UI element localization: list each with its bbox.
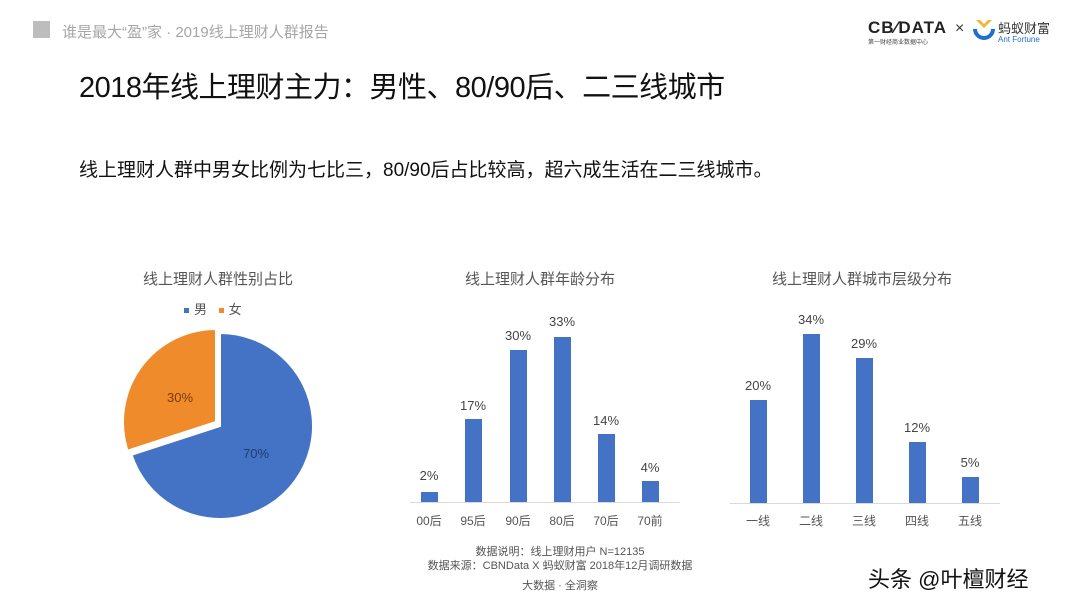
age-category-70: 70后 — [593, 514, 619, 528]
age-category-00: 00后 — [416, 514, 442, 528]
legend-swatch-female — [218, 308, 224, 314]
ant-fortune-logo-cn: 蚂蚁财富 — [998, 21, 1051, 36]
city-bar-tier3 — [856, 358, 873, 503]
age-value-90: 30% — [504, 328, 532, 343]
age-bar-70 — [598, 434, 615, 502]
age-category-95: 95后 — [460, 514, 486, 528]
report-title: 谁是最大“盈”家 · 2019线上理财人群报告 — [62, 24, 329, 41]
age-value-00: 2% — [419, 468, 439, 483]
pie-label-male: 70% — [242, 446, 270, 461]
city-value-tier1: 20% — [744, 378, 772, 393]
city-bar-tier1 — [750, 400, 767, 503]
age-chart-axis — [410, 502, 680, 503]
city-category-tier5: 五线 — [957, 514, 982, 528]
city-category-tier4: 四线 — [904, 514, 929, 528]
logo-times-sign: × — [955, 20, 965, 37]
footer-tagline: 大数据 · 全洞察 — [522, 580, 598, 592]
data-source: 数据来源：CBNData X 蚂蚁财富 2018年12月调研数据 — [427, 560, 693, 572]
legend-item-male: 男 — [184, 299, 207, 318]
city-value-tier3: 29% — [850, 336, 878, 351]
gender-pie-chart — [122, 327, 314, 520]
page-title: 2018年线上理财主力：男性、80/90后、二三线城市 — [79, 72, 725, 104]
age-value-80: 33% — [548, 314, 576, 329]
city-bar-tier2 — [803, 334, 820, 503]
city-category-tier3: 三线 — [851, 514, 876, 528]
cbndata-logo-subtitle: 第一财经商业数据中心 — [868, 40, 929, 46]
age-bar-90 — [510, 350, 527, 502]
city-value-tier2: 34% — [797, 312, 825, 327]
legend-label-male: 男 — [194, 302, 208, 317]
city-chart-title: 线上理财人群城市层级分布 — [771, 271, 952, 288]
cbndata-logo: CB∕DATA — [868, 18, 948, 37]
pie-slice-male — [130, 331, 314, 520]
watermark: 头条 @叶檀财经 — [868, 567, 1029, 592]
ant-fortune-icon — [973, 20, 995, 40]
age-category-70-before: 70前 — [637, 514, 663, 528]
pie-slice-female — [122, 327, 217, 453]
gender-chart-legend: 男 女 — [184, 299, 250, 318]
age-bar-80 — [554, 337, 571, 502]
legend-swatch-male — [184, 308, 189, 314]
age-value-70-before: 4% — [640, 460, 660, 475]
age-bar-95 — [465, 419, 482, 502]
city-value-tier5: 5% — [960, 455, 980, 470]
pie-label-female: 30% — [166, 390, 194, 405]
city-category-tier2: 二线 — [798, 514, 823, 528]
age-chart-title: 线上理财人群年龄分布 — [464, 271, 615, 288]
gender-chart-title: 线上理财人群性别占比 — [142, 271, 293, 288]
partner-logos: CB∕DATA 第一财经商业数据中心 × 蚂蚁财富 Ant Fortune — [868, 16, 1058, 48]
ant-fortune-logo-en: Ant Fortune — [998, 35, 1040, 44]
page-subtitle: 线上理财人群中男女比例为七比三，80/90后占比较高，超六成生活在二三线城市。 — [79, 160, 773, 181]
age-bar-70-before — [642, 481, 659, 502]
age-category-80: 80后 — [549, 514, 575, 528]
data-description: 数据说明：线上理财用户 N=12135 — [475, 546, 645, 558]
legend-item-female: 女 — [218, 299, 242, 318]
age-value-95: 17% — [459, 398, 487, 413]
city-category-tier1: 一线 — [745, 514, 770, 528]
city-chart-axis — [730, 503, 1000, 504]
city-bar-tier4 — [909, 442, 926, 503]
age-value-70: 14% — [592, 413, 620, 428]
header-square-icon — [33, 21, 50, 38]
city-bar-tier5 — [962, 477, 979, 503]
age-bar-00 — [421, 492, 438, 502]
legend-label-female: 女 — [228, 302, 242, 317]
age-category-90: 90后 — [505, 514, 531, 528]
city-value-tier4: 12% — [903, 420, 931, 435]
